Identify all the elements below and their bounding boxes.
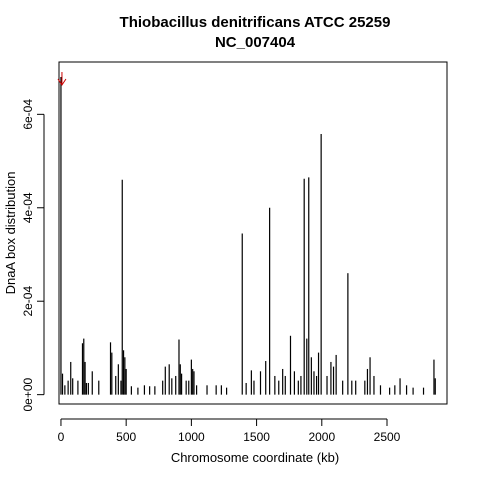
y-axis-label: DnaA box distribution [3, 172, 18, 295]
x-tick-label-3: 1500 [243, 430, 270, 444]
x-tick-label-5: 2500 [374, 430, 401, 444]
x-axis: 0 500 1000 1500 2000 2500 [58, 418, 401, 444]
y-tick-label-2: 4e-04 [21, 192, 35, 223]
y-tick-label-0: 0e+00 [21, 377, 35, 411]
x-tick-label-0: 0 [58, 430, 65, 444]
x-tick-label-2: 1000 [178, 430, 205, 444]
x-axis-label: Chromosome coordinate (kb) [171, 450, 339, 465]
chart-title-line2: NC_007404 [215, 34, 296, 51]
plot-frame [58, 61, 448, 405]
chart-title-line1: Thiobacillus denitrificans ATCC 25259 [120, 14, 391, 31]
y-axis: 0e+00 2e-04 4e-04 6e-04 [21, 99, 45, 412]
arrow-head [57, 78, 67, 86]
x-tick-label-4: 2000 [308, 430, 335, 444]
bar-series [60, 76, 436, 395]
x-tick-label-1: 500 [116, 430, 136, 444]
origin-arrow-marker [57, 72, 67, 86]
y-tick-label-3: 6e-04 [21, 99, 35, 130]
y-tick-label-1: 2e-04 [21, 286, 35, 317]
